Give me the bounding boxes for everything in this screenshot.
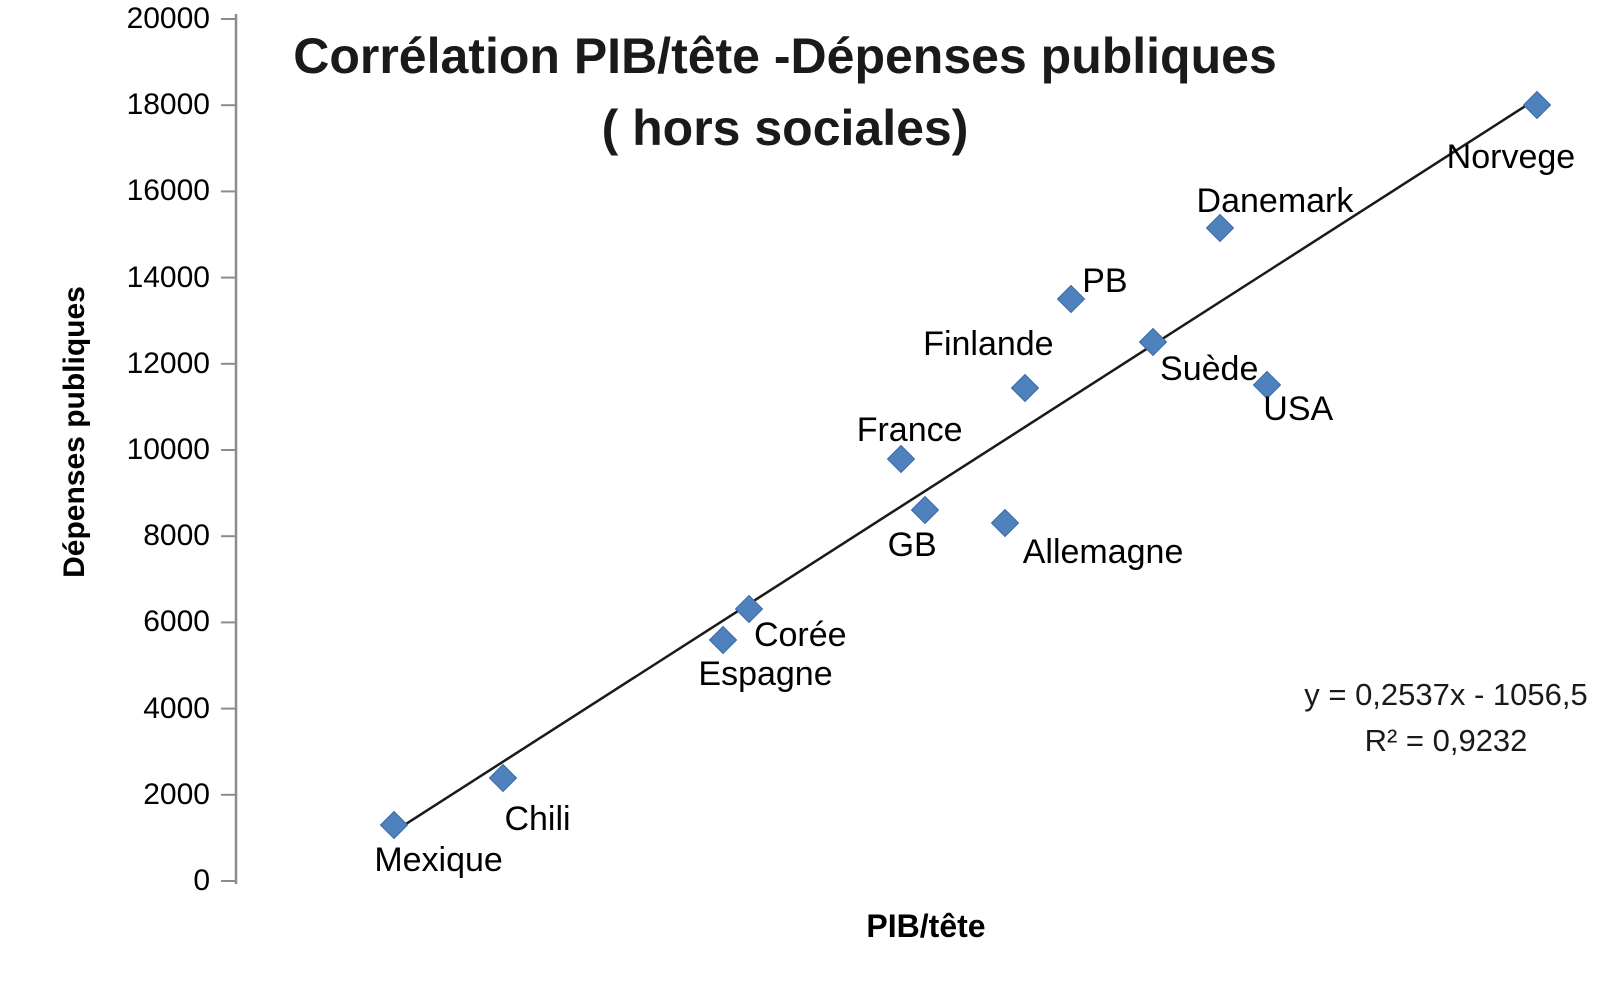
point-label-coree: Corée bbox=[753, 616, 847, 655]
y-tick-label: 8000 bbox=[143, 519, 210, 553]
point-label-mexique: Mexique bbox=[374, 840, 503, 879]
y-tick-label: 16000 bbox=[126, 174, 210, 208]
point-label-danemark: Danemark bbox=[1196, 182, 1354, 221]
point-label-allemagne: Allemagne bbox=[1022, 533, 1184, 572]
y-axis-title: Dépenses publiques bbox=[58, 286, 91, 578]
point-label-pb: PB bbox=[1082, 262, 1128, 301]
y-tick-label: 12000 bbox=[126, 346, 210, 380]
trendline-equation-block: y = 0,2537x - 1056,5 R² = 0,9232 bbox=[1246, 672, 1620, 764]
point-label-espagne: Espagne bbox=[698, 654, 833, 693]
y-tick-label: 4000 bbox=[143, 691, 210, 725]
trendline bbox=[393, 99, 1534, 833]
y-tick-label: 18000 bbox=[126, 88, 210, 122]
point-label-gb: GB bbox=[887, 526, 937, 565]
y-tick-label: 2000 bbox=[143, 777, 210, 811]
y-tick-label: 14000 bbox=[126, 260, 210, 294]
y-tick-label: 20000 bbox=[126, 2, 210, 35]
point-label-chili: Chili bbox=[504, 799, 571, 838]
point-label-norvege: Norvege bbox=[1446, 138, 1576, 177]
trendline-equation: y = 0,2537x - 1056,5 bbox=[1304, 677, 1588, 712]
point-label-usa: USA bbox=[1263, 390, 1334, 429]
trendline-r-squared: R² = 0,9232 bbox=[1364, 723, 1528, 758]
y-tick-label: 10000 bbox=[126, 433, 210, 466]
point-label-france: France bbox=[856, 410, 963, 449]
point-label-suede: Suède bbox=[1160, 350, 1259, 389]
y-tick-label: 6000 bbox=[143, 605, 210, 639]
chart-title-line1: Corrélation PIB/tête -Dépenses publiques bbox=[293, 28, 1277, 84]
chart-title-line2: ( hors sociales) bbox=[601, 100, 969, 156]
y-tick-label: 0 bbox=[193, 864, 210, 897]
chart-title: Corrélation PIB/tête -Dépenses publiques… bbox=[200, 20, 1370, 164]
point-label-finlande: Finlande bbox=[923, 324, 1054, 363]
x-axis-title: PIB/tête bbox=[866, 908, 986, 944]
